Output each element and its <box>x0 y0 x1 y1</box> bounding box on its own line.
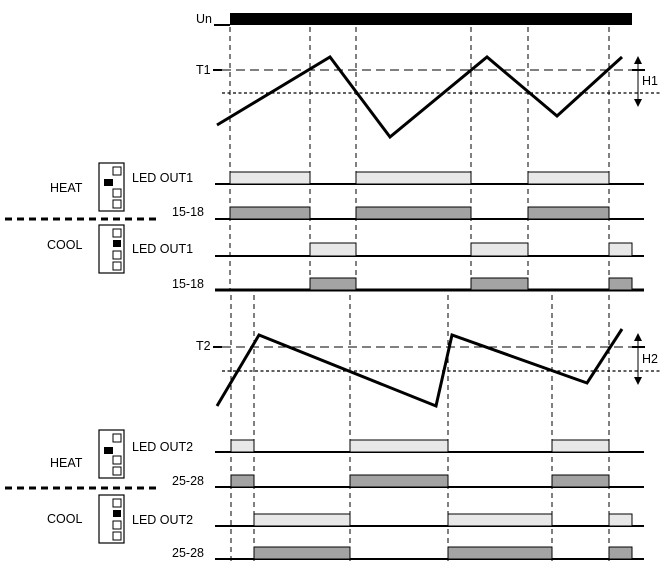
un-bar <box>230 13 632 25</box>
relay-pulse <box>229 206 311 220</box>
dip-switch-icon <box>98 429 125 479</box>
relay-pulse <box>608 546 633 560</box>
t1-label: T1 <box>196 63 211 77</box>
relay1-label-heat: 15-18 <box>172 205 204 219</box>
heat-label-1: HEAT <box>50 181 83 195</box>
t2-label: T2 <box>196 339 211 353</box>
led-pulse <box>527 171 610 185</box>
led-out1-label-heat: LED OUT1 <box>132 171 193 185</box>
h1-arrow <box>634 56 642 107</box>
led-pulse <box>309 242 357 257</box>
temperature-wave-2 <box>215 328 624 409</box>
cool-label-2: COOL <box>47 512 82 526</box>
led-out2-label-heat: LED OUT2 <box>132 440 193 454</box>
led-pulse <box>230 439 255 453</box>
led-pulse <box>608 242 633 257</box>
un-label: Un <box>196 12 212 26</box>
relay-pulse <box>253 546 351 560</box>
h1-label: H1 <box>642 74 658 88</box>
relay-pulse <box>608 277 633 291</box>
relay-pulse <box>527 206 610 220</box>
led-out1-label-cool: LED OUT1 <box>132 242 193 256</box>
led-pulse <box>608 513 633 527</box>
led-pulse <box>349 439 449 453</box>
relay-pulse <box>470 277 529 291</box>
dip-switch-icon <box>98 494 125 544</box>
led-pulse <box>470 242 529 257</box>
led-pulse <box>253 513 351 527</box>
relay2-label-cool: 25-28 <box>172 546 204 560</box>
cool-label-1: COOL <box>47 238 82 252</box>
led-out2-label-cool: LED OUT2 <box>132 513 193 527</box>
heat-label-2: HEAT <box>50 456 83 470</box>
relay-pulse <box>230 474 255 488</box>
relay1-label-cool: 15-18 <box>172 277 204 291</box>
relay2-label-heat: 25-28 <box>172 474 204 488</box>
guide-lines-top <box>229 27 610 290</box>
led-pulse <box>551 439 610 453</box>
relay-pulse <box>349 474 449 488</box>
dip-switch-icon <box>98 224 125 274</box>
relay-pulse <box>355 206 472 220</box>
led-pulse <box>447 513 553 527</box>
relay-pulse <box>551 474 610 488</box>
led-pulse <box>355 171 472 185</box>
led-pulse <box>229 171 311 185</box>
dip-switch-icon <box>98 162 125 212</box>
h2-arrow <box>634 333 642 385</box>
h2-label: H2 <box>642 352 658 366</box>
relay-pulse <box>309 277 357 291</box>
relay-pulse <box>447 546 553 560</box>
temperature-wave-1 <box>216 55 624 140</box>
